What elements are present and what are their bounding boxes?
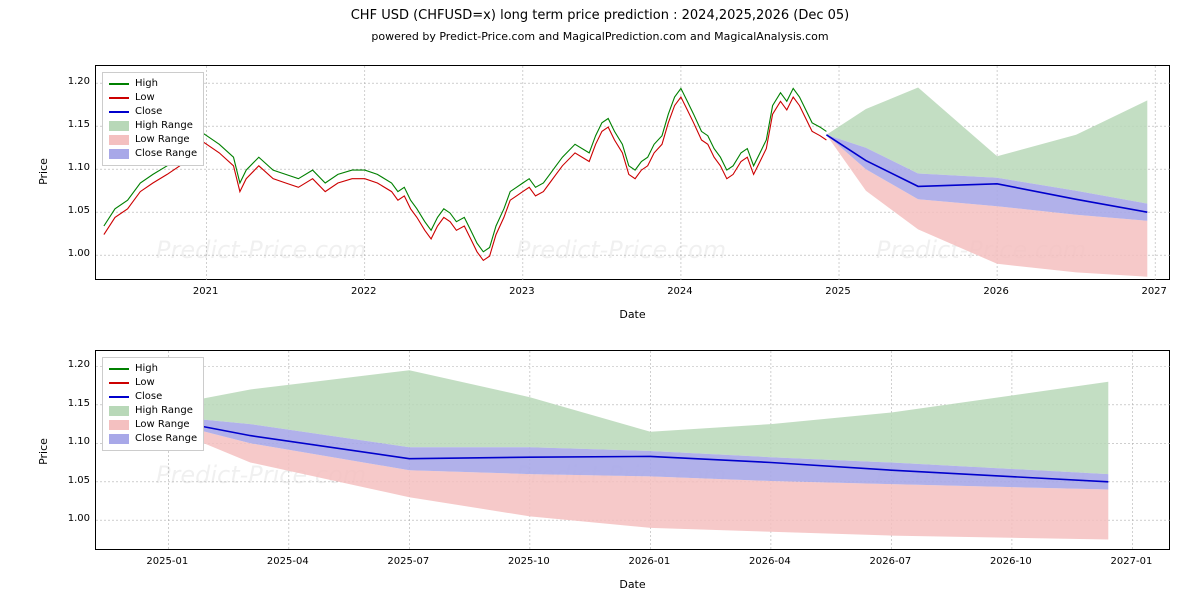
legend-label: High Range (135, 119, 193, 133)
y-tick-label: 1.20 (50, 76, 90, 87)
x-tick-label: 2025-07 (387, 556, 429, 567)
legend-swatch (109, 121, 129, 131)
legend-item: High (109, 362, 197, 376)
y-tick-label: 1.10 (50, 162, 90, 173)
legend-label: Close Range (135, 147, 197, 161)
y-tick-label: 1.00 (50, 513, 90, 524)
x-tick-label: 2026-01 (628, 556, 670, 567)
y-tick-label: 1.20 (50, 359, 90, 370)
chart-1-svg (96, 66, 1171, 281)
x-tick-label: 2025-01 (146, 556, 188, 567)
x-tick-label: 2023 (509, 286, 534, 297)
chart-title: CHF USD (CHFUSD=x) long term price predi… (0, 8, 1200, 23)
legend-swatch (109, 97, 129, 99)
legend-label: Close Range (135, 432, 197, 446)
chart-1-ylabel: Price (37, 158, 50, 185)
legend-swatch (109, 135, 129, 145)
legend-label: Low Range (135, 418, 190, 432)
legend-swatch (109, 149, 129, 159)
legend-item: Low Range (109, 133, 197, 147)
chart-2-ylabel: Price (37, 438, 50, 465)
x-tick-label: 2026-10 (990, 556, 1032, 567)
legend-item: Low (109, 376, 197, 390)
x-tick-label: 2026-07 (869, 556, 911, 567)
chart-subtitle: powered by Predict-Price.com and Magical… (0, 30, 1200, 43)
chart-1-legend: HighLowCloseHigh RangeLow RangeClose Ran… (102, 72, 204, 166)
x-tick-label: 2025 (825, 286, 850, 297)
y-tick-label: 1.05 (50, 205, 90, 216)
legend-item: Close Range (109, 147, 197, 161)
legend-swatch (109, 382, 129, 384)
chart-2-legend: HighLowCloseHigh RangeLow RangeClose Ran… (102, 357, 204, 451)
legend-swatch (109, 434, 129, 444)
chart-2-plot-area: Predict-Price.com Predict-Price.com Pred… (95, 350, 1170, 550)
legend-swatch (109, 368, 129, 370)
legend-swatch (109, 111, 129, 113)
x-tick-label: 2025-10 (508, 556, 550, 567)
x-tick-label: 2021 (193, 286, 218, 297)
x-tick-label: 2026 (983, 286, 1008, 297)
legend-item: High Range (109, 119, 197, 133)
legend-item: Close (109, 105, 197, 119)
legend-label: High Range (135, 404, 193, 418)
x-tick-label: 2025-04 (267, 556, 309, 567)
legend-label: High (135, 362, 158, 376)
y-tick-label: 1.00 (50, 248, 90, 259)
legend-label: Low Range (135, 133, 190, 147)
x-tick-label: 2022 (351, 286, 376, 297)
y-tick-label: 1.15 (50, 398, 90, 409)
legend-item: High Range (109, 404, 197, 418)
chart-2-svg (96, 351, 1171, 551)
x-tick-label: 2024 (667, 286, 692, 297)
x-tick-label: 2026-04 (749, 556, 791, 567)
legend-item: Low (109, 91, 197, 105)
legend-swatch (109, 420, 129, 430)
chart-1-xlabel: Date (95, 308, 1170, 321)
y-tick-label: 1.15 (50, 119, 90, 130)
legend-label: Close (135, 105, 162, 119)
legend-label: High (135, 77, 158, 91)
legend-label: Low (135, 91, 155, 105)
legend-swatch (109, 396, 129, 398)
legend-label: Close (135, 390, 162, 404)
y-tick-label: 1.10 (50, 436, 90, 447)
legend-swatch (109, 83, 129, 85)
legend-item: Low Range (109, 418, 197, 432)
chart-2-xlabel: Date (95, 578, 1170, 591)
legend-item: High (109, 77, 197, 91)
y-tick-label: 1.05 (50, 475, 90, 486)
legend-label: Low (135, 376, 155, 390)
legend-item: Close Range (109, 432, 197, 446)
legend-item: Close (109, 390, 197, 404)
x-tick-label: 2027 (1141, 286, 1166, 297)
x-tick-label: 2027-01 (1111, 556, 1153, 567)
chart-1-plot-area: Predict-Price.com Predict-Price.com Pred… (95, 65, 1170, 280)
legend-swatch (109, 406, 129, 416)
